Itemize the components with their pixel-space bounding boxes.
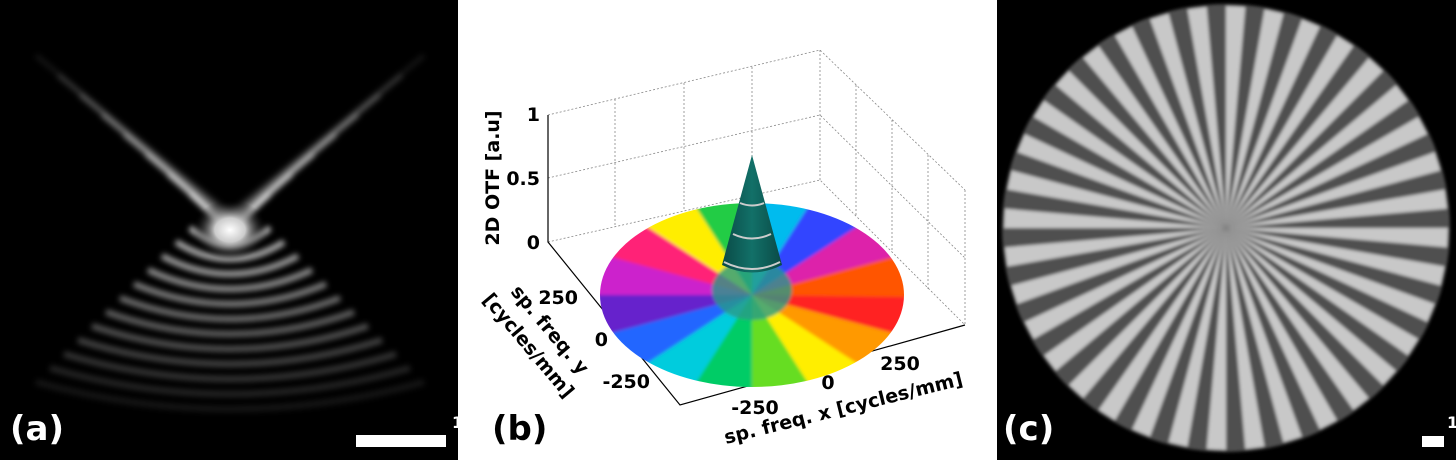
x-tick-label: -250: [731, 397, 779, 419]
star-spoke: [1206, 228, 1226, 450]
star-spoke: [1017, 134, 1226, 228]
star-spoke: [1226, 6, 1246, 228]
fringe: [118, 295, 342, 322]
contour-lines: [723, 202, 781, 270]
panel-label: (c): [1003, 409, 1054, 449]
star-spoke: [1226, 228, 1302, 443]
star-spoke: [1226, 85, 1408, 228]
surface-center: [712, 260, 792, 320]
fringe: [104, 309, 356, 337]
star-spoke: [1226, 57, 1383, 228]
siemens-star: [1002, 4, 1450, 452]
star-spoke: [1226, 117, 1428, 228]
y-tick-label: 250: [538, 287, 578, 309]
panel-b: 1 0.5 0 2D OTF [a.u] 250 0 -250 sp. freq…: [458, 0, 997, 460]
star-spoke: [1226, 228, 1337, 430]
fringe: [132, 281, 328, 307]
star-spoke: [1098, 228, 1226, 421]
star-spoke: [1024, 228, 1226, 339]
z-axis-label: 2D OTF [a.u]: [482, 110, 504, 245]
star-spoke: [1226, 228, 1419, 356]
z-tick-label: 1: [527, 104, 540, 126]
panel-label: (a): [10, 409, 64, 449]
scale-bar: [356, 435, 446, 447]
star-spoke: [1226, 228, 1369, 410]
star-spoke: [1168, 228, 1226, 447]
y-tick-label: -250: [602, 371, 650, 393]
star-spoke: [1226, 228, 1397, 385]
star-spoke: [1226, 189, 1448, 228]
y-tick-label: 0: [595, 329, 608, 351]
star-spoke: [1226, 19, 1320, 228]
fringe: [91, 323, 369, 352]
fringe: [35, 379, 425, 412]
psf-core: [192, 200, 268, 260]
star-spoke: [1226, 35, 1354, 229]
star-spoke: [1226, 9, 1284, 228]
x-tick-label: 0: [821, 372, 834, 394]
star-spoke: [1226, 228, 1265, 450]
star-spoke: [1069, 228, 1226, 399]
star-spoke: [1226, 228, 1435, 322]
star-spoke: [1004, 228, 1226, 267]
grid-lines: [547, 49, 966, 326]
z-tick-label: 0: [527, 232, 540, 254]
star-spoke: [1226, 228, 1448, 248]
star-spoke: [1044, 228, 1226, 371]
surface-sector: [671, 295, 752, 387]
star-spoke: [1004, 208, 1226, 228]
star-spoke: [1083, 46, 1226, 228]
star-spoke: [1132, 228, 1226, 437]
fringe: [77, 337, 383, 367]
star-spoke: [1226, 152, 1441, 228]
star-spoke: [1033, 100, 1226, 228]
otf-peak: [722, 155, 782, 273]
fringe: [49, 365, 411, 397]
fringe: [63, 351, 397, 382]
panel-a: 1 (a): [0, 0, 463, 460]
scale-label: 1: [452, 413, 463, 432]
z-tick-label: 0.5: [506, 168, 540, 190]
scale-label: 1: [1447, 413, 1456, 432]
star-spoke: [1011, 228, 1226, 304]
x-tick-label: 250: [880, 353, 920, 375]
star-spoke: [1115, 26, 1226, 229]
surface-sector: [748, 295, 829, 387]
star-spoke: [1150, 13, 1226, 228]
star-spoke: [1055, 71, 1226, 228]
fringe: [146, 267, 314, 292]
fringe: [160, 253, 300, 277]
star-spoke: [1187, 6, 1226, 229]
panel-c: 1 (c): [997, 0, 1456, 460]
panel-label: (b): [492, 409, 547, 449]
star-spoke: [1007, 170, 1226, 228]
star-spoke: [1226, 228, 1445, 286]
scale-bar: [1422, 436, 1444, 447]
